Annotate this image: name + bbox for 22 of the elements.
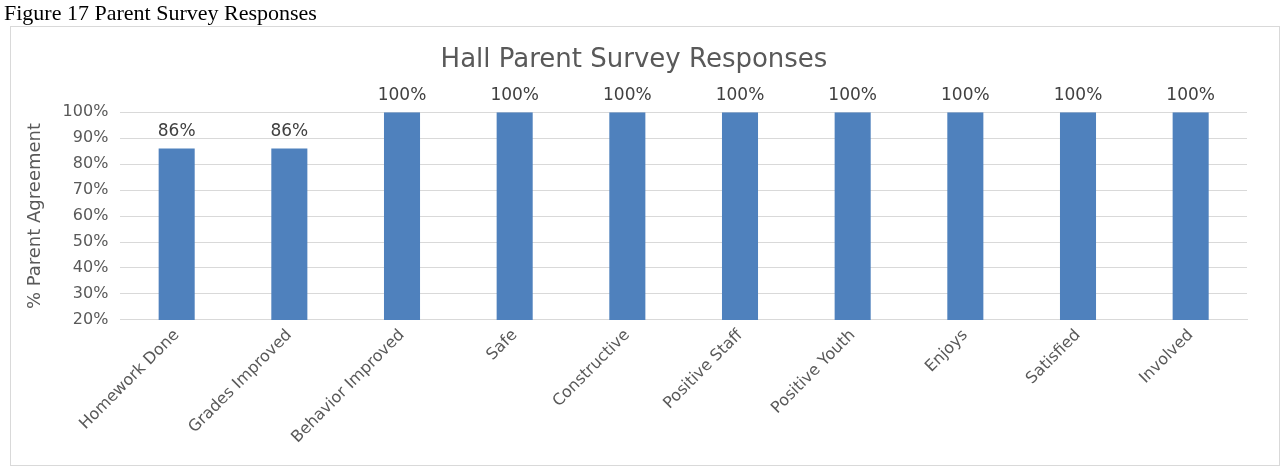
y-tick-label: 40% (72, 257, 109, 277)
data-label: 100% (490, 84, 539, 105)
caption: Figure 17 Parent Survey Responses (3, 0, 318, 26)
y-tick-label: 20% (72, 309, 109, 329)
data-label: 100% (377, 84, 427, 105)
data-label: 86% (270, 120, 309, 141)
data-label: 100% (1166, 84, 1215, 105)
y-axis-title: % Parent Agreement (23, 122, 45, 310)
data-label: 86% (157, 120, 196, 141)
chart-title: Hall Parent Survey Responses (440, 43, 828, 74)
data-label: 100% (941, 84, 990, 105)
y-tick-label: 70% (72, 179, 109, 199)
y-tick-label: 100% (62, 101, 109, 121)
data-label: 100% (1053, 84, 1103, 105)
data-label: 100% (603, 84, 652, 105)
data-label: 100% (828, 84, 877, 105)
y-tick-label: 30% (72, 283, 109, 303)
y-tick-label: 50% (72, 231, 109, 251)
y-tick-label: 60% (72, 205, 109, 225)
y-tick-label: 90% (72, 127, 109, 147)
y-tick-label: 80% (72, 153, 109, 173)
data-label: 100% (715, 84, 765, 105)
